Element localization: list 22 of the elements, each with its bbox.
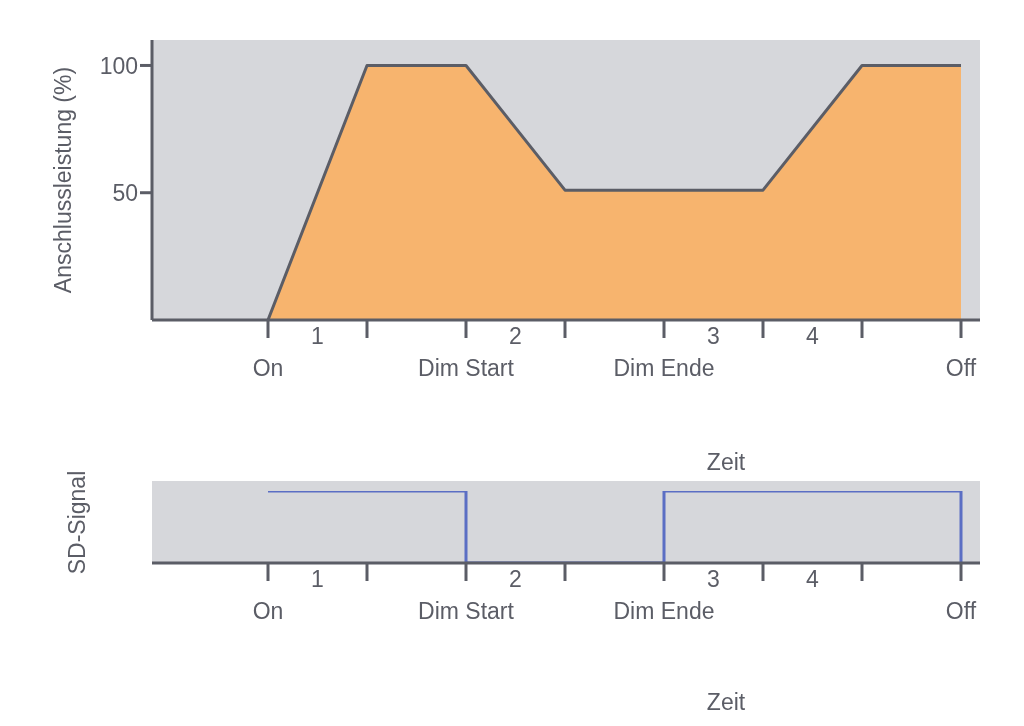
y-axis-title: Anschlussleistung (%) <box>50 66 77 294</box>
x-axis-title: Zeit <box>706 449 746 475</box>
x-tick-label: Off <box>945 598 977 624</box>
y-axis-title: SD-Signal <box>64 470 92 574</box>
x-axis-title: Zeit <box>706 689 746 715</box>
x-tick-label: On <box>252 598 284 624</box>
text: 1 <box>310 322 325 350</box>
y-tick-label: 50 <box>112 179 138 206</box>
x-tick-label: Dim Ende <box>613 598 715 624</box>
text: 2 <box>508 322 523 350</box>
text: 3 <box>706 565 721 593</box>
text: 4 <box>805 322 820 350</box>
text: 3 <box>706 322 721 350</box>
x-tick-label: Dim Start <box>418 598 515 624</box>
text: 4 <box>805 565 820 593</box>
x-tick-label: On <box>252 355 284 381</box>
x-tick-label: Off <box>945 355 977 381</box>
text: 2 <box>508 565 523 593</box>
x-tick-label: Dim Ende <box>613 355 715 381</box>
x-tick-label: Dim Start <box>418 355 515 381</box>
text: 1 <box>310 565 325 593</box>
y-tick-label: 100 <box>99 52 138 79</box>
